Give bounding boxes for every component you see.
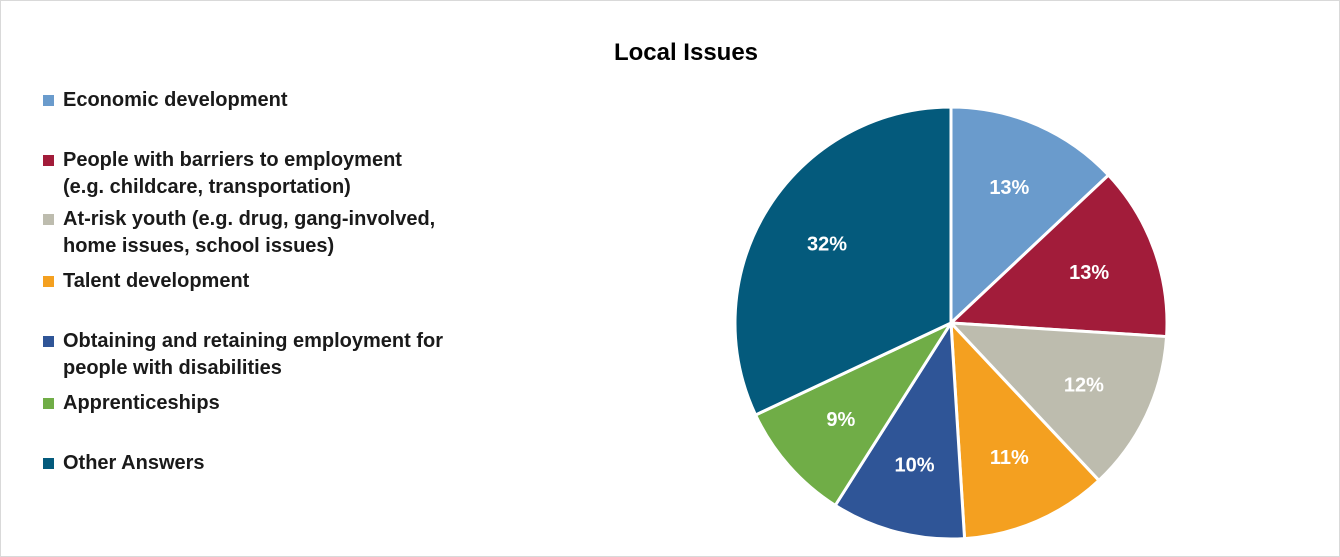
legend-swatch [43, 155, 54, 166]
legend-label: Apprenticeships [63, 392, 220, 414]
pie-slice [949, 173, 1169, 339]
slice-data-label: 13% [989, 177, 1029, 199]
legend-label: Obtaining and retaining employment for p… [63, 330, 444, 379]
slice-data-label: 11% [990, 447, 1029, 469]
legend-swatch [43, 214, 54, 225]
legend-swatch [43, 95, 54, 106]
legend-label: Economic development [63, 89, 288, 111]
legend-swatch [43, 398, 54, 409]
slice-data-label: 13% [1069, 262, 1109, 284]
slice-data-label: 10% [894, 454, 934, 476]
legend-label: Talent development [63, 270, 250, 292]
slice-data-label: 32% [807, 233, 847, 255]
pie-slice [833, 321, 967, 541]
legend-label: At-risk youth (e.g. drug, gang-involved,… [63, 208, 436, 257]
pie-slice [949, 321, 1101, 541]
slice-data-label: 12% [1064, 375, 1104, 397]
legend-label: People with barriers to employment (e.g.… [63, 149, 402, 198]
chart-title: Local Issues [613, 39, 759, 66]
pie-slice [949, 105, 1110, 325]
legend-swatch [43, 458, 54, 469]
pie-slice [949, 321, 1169, 482]
legend-label: Other Answers [63, 452, 205, 474]
legend-swatch [43, 336, 54, 347]
legend-swatch [43, 276, 54, 287]
slice-data-label: 9% [826, 409, 855, 431]
pie-slice [733, 105, 953, 417]
pie-slice [754, 321, 953, 507]
